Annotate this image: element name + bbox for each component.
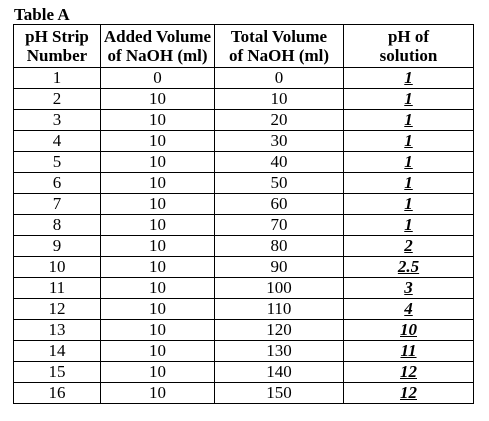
cell-total-volume: 10	[214, 88, 344, 110]
cell-total-volume: 40	[214, 151, 344, 173]
table-row: 16 10 150 12	[13, 382, 474, 404]
header-ph-of-solution-line1: pH of	[387, 27, 430, 46]
header-total-volume: Total Volume of NaOH (ml)	[214, 24, 344, 68]
cell-ph: 1	[343, 172, 474, 194]
cell-added-volume: 10	[100, 109, 215, 131]
cell-added-volume: 10	[100, 172, 215, 194]
cell-strip-number: 12	[13, 298, 101, 320]
cell-strip-number: 1	[13, 67, 101, 89]
cell-strip-number: 16	[13, 382, 101, 404]
cell-total-volume: 60	[214, 193, 344, 215]
cell-strip-number: 5	[13, 151, 101, 173]
table-row: 8 10 70 1	[13, 214, 474, 236]
cell-strip-number: 7	[13, 193, 101, 215]
cell-total-volume: 120	[214, 319, 344, 341]
cell-strip-number: 8	[13, 214, 101, 236]
header-total-volume-line2: of NaOH (ml)	[228, 46, 330, 65]
cell-strip-number: 9	[13, 235, 101, 257]
header-added-volume: Added Volume of NaOH (ml)	[100, 24, 215, 68]
table-row: 3 10 20 1	[13, 109, 474, 131]
cell-ph: 1	[343, 88, 474, 110]
table-row: 15 10 140 12	[13, 361, 474, 383]
header-added-volume-line1: Added Volume	[103, 27, 212, 46]
table-row: 11 10 100 3	[13, 277, 474, 299]
table-row: 4 10 30 1	[13, 130, 474, 152]
cell-ph: 1	[343, 67, 474, 89]
table-row: 14 10 130 11	[13, 340, 474, 362]
cell-added-volume: 10	[100, 319, 215, 341]
table-body: 1 0 0 1 2 10 10 1 3 10 20 1 4 10 30 1 5 10 40 1 6 10 50 1 7 10 60 1…	[13, 67, 474, 404]
cell-ph: 1	[343, 193, 474, 215]
cell-added-volume: 10	[100, 277, 215, 299]
table-row: 5 10 40 1	[13, 151, 474, 173]
cell-total-volume: 100	[214, 277, 344, 299]
table-row: 9 10 80 2	[13, 235, 474, 257]
cell-strip-number: 2	[13, 88, 101, 110]
cell-added-volume: 10	[100, 193, 215, 215]
cell-ph: 10	[343, 319, 474, 341]
table-row: 2 10 10 1	[13, 88, 474, 110]
cell-added-volume: 0	[100, 67, 215, 89]
cell-added-volume: 10	[100, 382, 215, 404]
cell-total-volume: 50	[214, 172, 344, 194]
header-total-volume-line1: Total Volume	[230, 27, 328, 46]
data-table: pH Strip Number Added Volume of NaOH (ml) …	[13, 24, 474, 404]
table-row: 6 10 50 1	[13, 172, 474, 194]
cell-ph: 2.5	[343, 256, 474, 278]
cell-added-volume: 10	[100, 151, 215, 173]
cell-added-volume: 10	[100, 214, 215, 236]
cell-total-volume: 0	[214, 67, 344, 89]
header-ph-of-solution: pH of solution	[343, 24, 474, 68]
cell-total-volume: 140	[214, 361, 344, 383]
cell-total-volume: 20	[214, 109, 344, 131]
header-ph-of-solution-line2: solution	[379, 46, 438, 65]
cell-total-volume: 150	[214, 382, 344, 404]
cell-added-volume: 10	[100, 298, 215, 320]
cell-ph: 12	[343, 382, 474, 404]
cell-ph: 1	[343, 130, 474, 152]
cell-added-volume: 10	[100, 235, 215, 257]
cell-total-volume: 130	[214, 340, 344, 362]
cell-total-volume: 110	[214, 298, 344, 320]
cell-strip-number: 3	[13, 109, 101, 131]
cell-added-volume: 10	[100, 130, 215, 152]
cell-added-volume: 10	[100, 361, 215, 383]
cell-total-volume: 80	[214, 235, 344, 257]
table-row: 7 10 60 1	[13, 193, 474, 215]
cell-ph: 11	[343, 340, 474, 362]
cell-ph: 12	[343, 361, 474, 383]
cell-added-volume: 10	[100, 88, 215, 110]
table-caption: Table A	[14, 5, 70, 24]
cell-total-volume: 70	[214, 214, 344, 236]
cell-ph: 1	[343, 214, 474, 236]
cell-ph: 2	[343, 235, 474, 257]
table-row: 13 10 120 10	[13, 319, 474, 341]
cell-added-volume: 10	[100, 256, 215, 278]
table-row: 10 10 90 2.5	[13, 256, 474, 278]
cell-strip-number: 14	[13, 340, 101, 362]
header-ph-strip-number: pH Strip Number	[13, 24, 101, 68]
table-row: 12 10 110 4	[13, 298, 474, 320]
cell-strip-number: 15	[13, 361, 101, 383]
cell-ph: 1	[343, 109, 474, 131]
cell-added-volume: 10	[100, 340, 215, 362]
cell-strip-number: 13	[13, 319, 101, 341]
cell-total-volume: 90	[214, 256, 344, 278]
cell-strip-number: 11	[13, 277, 101, 299]
cell-strip-number: 4	[13, 130, 101, 152]
cell-ph: 1	[343, 151, 474, 173]
cell-strip-number: 6	[13, 172, 101, 194]
cell-strip-number: 10	[13, 256, 101, 278]
header-ph-strip-number-line1: pH Strip	[25, 27, 89, 46]
cell-ph: 4	[343, 298, 474, 320]
cell-total-volume: 30	[214, 130, 344, 152]
header-added-volume-line2: of NaOH (ml)	[107, 46, 208, 65]
cell-ph: 3	[343, 277, 474, 299]
header-ph-strip-number-line2: Number	[26, 46, 88, 65]
header-row: pH Strip Number Added Volume of NaOH (ml) …	[13, 24, 474, 68]
